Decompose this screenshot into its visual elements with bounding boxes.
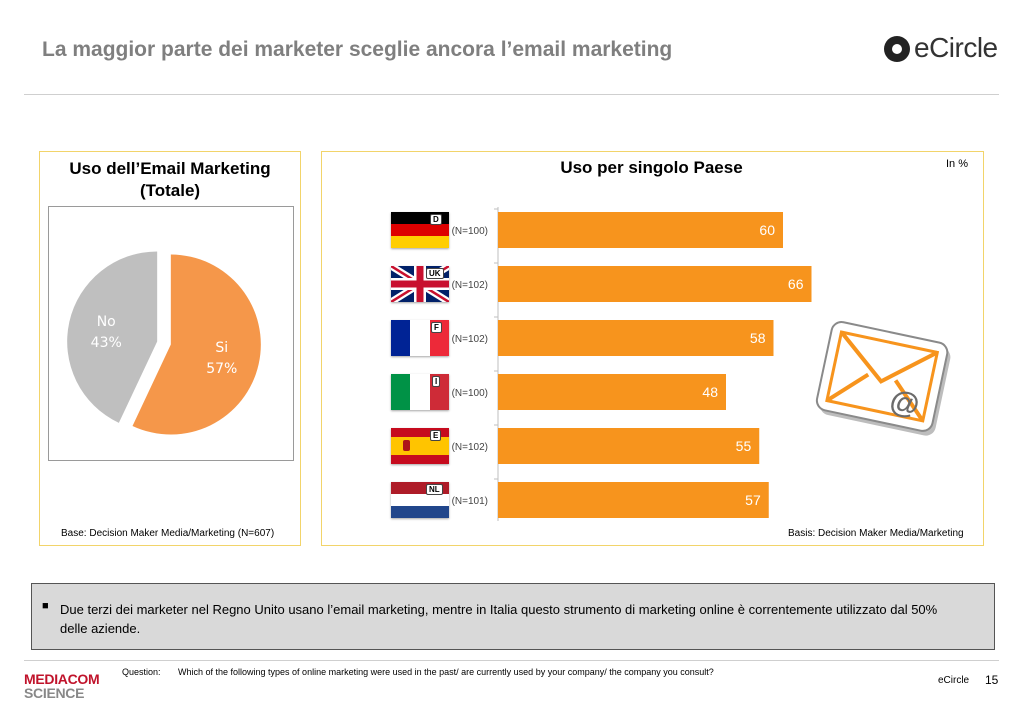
pie-slice-si <box>132 254 261 435</box>
mediacom-logo-line2: SCIENCE <box>24 685 85 701</box>
footer-divider <box>24 660 999 661</box>
bar-sample-size-f: (N=102) <box>452 334 488 345</box>
bar-nl <box>498 482 769 518</box>
pie-chart-title: Uso dell’Email Marketing (Totale) <box>40 158 300 202</box>
pie-percent-no: 43% <box>91 335 122 351</box>
country-tag-i: I <box>432 376 441 387</box>
bar-i <box>498 374 726 410</box>
country-tag-f: F <box>431 322 442 333</box>
ecircle-logo-text: eCircle <box>914 32 998 63</box>
bar-sample-size-d: (N=100) <box>452 226 488 237</box>
unit-label: In % <box>946 158 969 170</box>
flag-spain <box>391 428 449 464</box>
bar-value-e: 55 <box>736 438 752 454</box>
bar-e <box>498 428 760 464</box>
bar-sample-size-e: (N=102) <box>452 442 488 453</box>
ecircle-logo: eCircle <box>884 32 1004 66</box>
page-number: 15 <box>985 673 999 687</box>
bar-chart-title: Uso per singolo Paese <box>560 158 743 177</box>
bar-sample-size-uk: (N=102) <box>452 280 488 291</box>
header-divider <box>24 94 999 95</box>
country-tag-nl: NL <box>426 484 443 495</box>
bar-d <box>498 212 783 248</box>
bar-chart: 60 (N=100) 66 (N=102) 58 (N=102) 48 (N=100) 55 (N… <box>452 207 812 521</box>
bar-value-uk: 66 <box>788 276 804 292</box>
bar-base-note: Basis: Decision Maker Media/Marketing <box>788 528 964 539</box>
bar-sample-size-i: (N=100) <box>452 388 488 399</box>
ecircle-logo-icon <box>884 36 910 62</box>
page-title: La maggior parte dei marketer sceglie an… <box>42 38 673 61</box>
country-tag-d: D <box>430 214 442 225</box>
pie-chart: Si 57% No 43% <box>67 251 261 435</box>
country-tag-e: E <box>430 430 442 441</box>
bar-sample-size-nl: (N=101) <box>452 496 488 507</box>
footer-company: eCircle <box>938 675 970 686</box>
insight-text: Due terzi dei marketer nel Regno Unito u… <box>60 602 938 636</box>
insight-note: ■ Due terzi dei marketer nel Regno Unito… <box>31 583 995 650</box>
bar-value-f: 58 <box>750 330 766 346</box>
email-envelope-icon: @ <box>815 321 951 436</box>
flag-italy <box>391 374 449 410</box>
country-tag-uk: UK <box>426 268 444 279</box>
mediacom-logo: MEDIACOM SCIENCE <box>24 671 100 701</box>
mediacom-logo-line1: MEDIACOM <box>24 671 100 687</box>
bar-value-d: 60 <box>759 222 775 238</box>
pie-label-si: Si <box>215 340 228 356</box>
bar-uk <box>498 266 812 302</box>
pie-percent-si: 57% <box>206 361 237 377</box>
question-text: Which of the following types of online m… <box>178 667 714 677</box>
pie-chart-title-line2: (Totale) <box>139 181 201 200</box>
bar-f <box>498 320 774 356</box>
pie-chart-frame: Si 57% No 43% <box>48 206 294 461</box>
bar-value-nl: 57 <box>745 492 761 508</box>
question-label: Question: <box>122 667 161 677</box>
bullet-icon: ■ <box>42 600 49 612</box>
pie-chart-title-line1: Uso dell’Email Marketing <box>69 159 271 178</box>
pie-label-no: No <box>97 314 116 330</box>
pie-slice-no <box>67 251 158 423</box>
svg-text:@: @ <box>887 384 922 422</box>
bar-value-i: 48 <box>702 384 718 400</box>
pie-base-note: Base: Decision Maker Media/Marketing (N=… <box>61 528 275 539</box>
